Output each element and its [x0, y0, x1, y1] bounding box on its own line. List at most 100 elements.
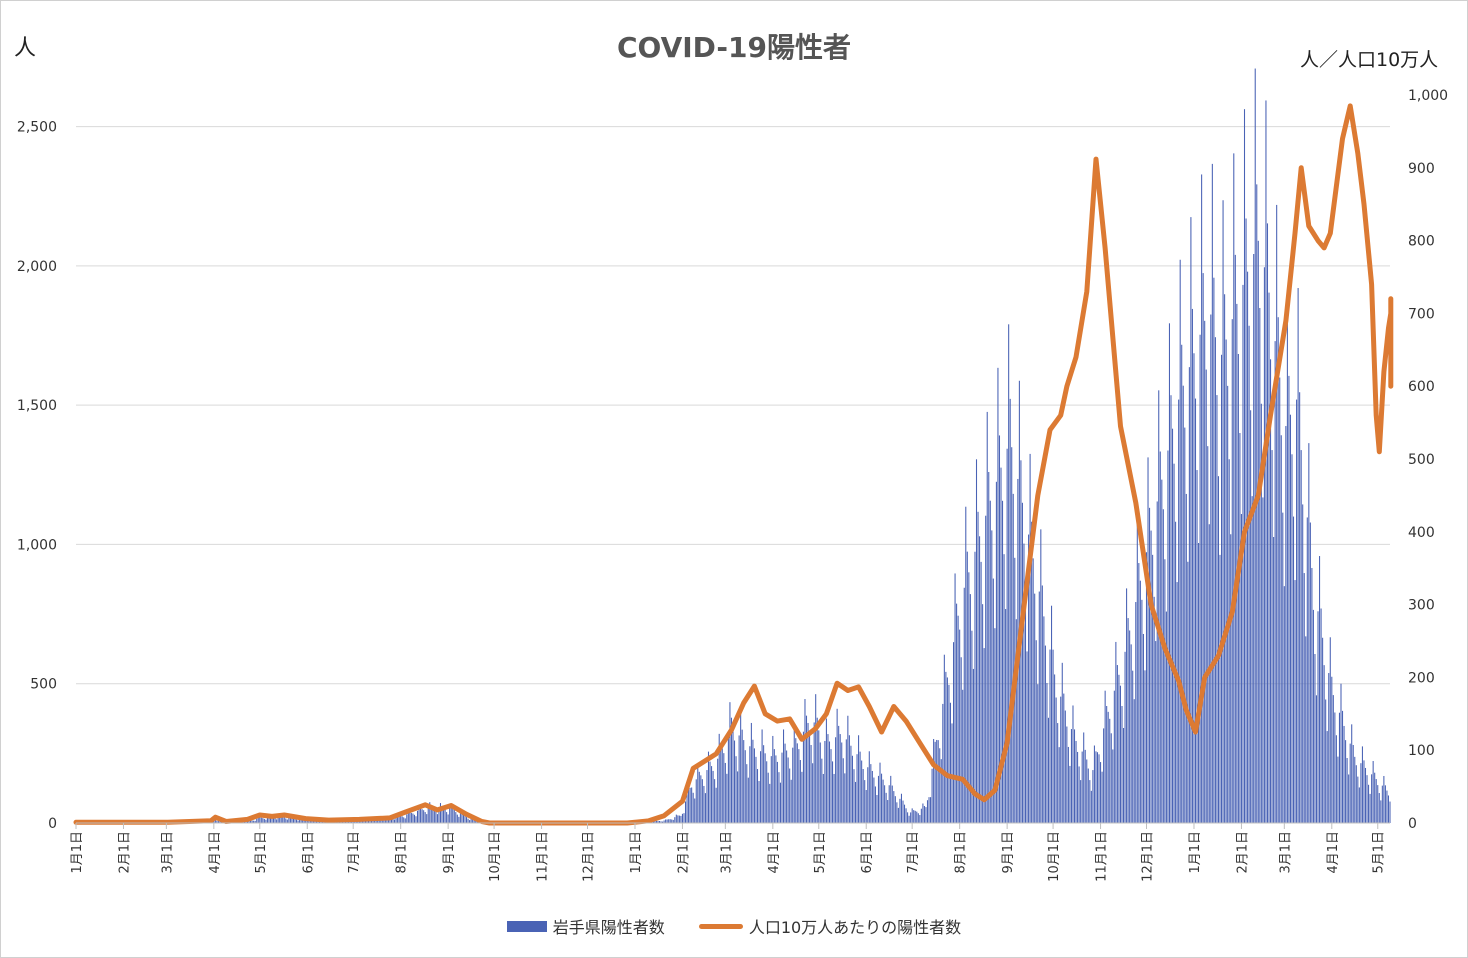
bar [251, 820, 253, 823]
bar [269, 816, 272, 823]
bar [380, 819, 382, 823]
legend-item-line: 人口10万人あたりの陽性者数 [698, 914, 961, 938]
bar [933, 738, 935, 823]
bar [1340, 683, 1342, 823]
bar [1028, 534, 1030, 823]
bar [730, 717, 732, 823]
bar [804, 699, 806, 823]
y-right-tick-label: 0 [1408, 816, 1417, 832]
bar [432, 807, 434, 823]
bar [969, 594, 971, 823]
bar [936, 739, 938, 823]
bar [660, 821, 662, 823]
bar [1188, 367, 1190, 823]
bar [714, 779, 716, 824]
bar [289, 815, 291, 823]
bar [398, 815, 400, 823]
x-tick-label: 1月1日 [70, 831, 85, 874]
bar [734, 740, 736, 823]
bar [384, 818, 386, 823]
bar [1322, 637, 1324, 823]
bar [916, 811, 918, 823]
bar [351, 821, 353, 823]
bar [1142, 633, 1144, 823]
bar [983, 648, 985, 823]
bar [305, 820, 307, 823]
bar [1077, 751, 1079, 823]
x-tick-label: 2月1日 [1235, 831, 1250, 874]
bar [1138, 563, 1140, 823]
bar [1323, 665, 1325, 823]
bar [956, 603, 958, 824]
bar [394, 819, 396, 823]
y-left-tick-label: 1,000 [17, 537, 57, 553]
bar [1358, 787, 1360, 823]
bar [253, 820, 255, 823]
x-tick-label: 2月1日 [117, 831, 132, 874]
axes [75, 822, 1390, 829]
bar [1173, 463, 1175, 823]
bar [1051, 605, 1053, 823]
bar [459, 813, 461, 823]
bar [1268, 292, 1270, 823]
bar [1297, 288, 1299, 823]
x-tick-label: 6月1日 [860, 831, 875, 874]
bar [1009, 398, 1011, 823]
bar [838, 725, 840, 823]
bar [1204, 320, 1206, 823]
bar [300, 817, 302, 823]
bar [835, 737, 837, 823]
bar [456, 814, 458, 823]
bar [692, 792, 694, 823]
bar [1260, 403, 1262, 823]
bar [1317, 611, 1319, 823]
bar [1306, 517, 1308, 823]
bar [1305, 636, 1307, 823]
bar [913, 810, 915, 823]
bar [1262, 497, 1264, 823]
bar [1319, 556, 1321, 823]
bar [959, 629, 961, 824]
bar [470, 818, 472, 823]
bar [1119, 685, 1121, 823]
bar [819, 742, 821, 823]
bar [1184, 427, 1186, 823]
bar [697, 763, 699, 823]
bar [786, 750, 788, 823]
bar [1101, 771, 1103, 823]
line-series [73, 103, 1394, 826]
bar [1383, 775, 1385, 823]
y-right-tick-label: 900 [1408, 161, 1435, 177]
bar [942, 703, 944, 823]
bar [250, 820, 252, 823]
x-tick-label: 10月1日 [1047, 831, 1062, 882]
bar [1193, 353, 1195, 823]
bar [1341, 710, 1344, 824]
bar [1067, 746, 1069, 823]
bar [865, 790, 867, 823]
bar [1093, 745, 1095, 823]
bar [372, 820, 374, 823]
bar [1164, 559, 1166, 823]
bar [917, 813, 919, 823]
bar [741, 729, 743, 823]
bar [1211, 163, 1213, 823]
bar [729, 702, 731, 823]
bar [1126, 588, 1128, 823]
bar [1219, 554, 1221, 824]
bar [853, 769, 855, 823]
bar [919, 815, 921, 823]
bar [1000, 467, 1002, 823]
bar [1005, 609, 1007, 823]
bar [361, 821, 363, 823]
bar [410, 812, 412, 823]
bar [769, 783, 771, 823]
bar [424, 812, 426, 823]
bar [1080, 780, 1082, 823]
bar [279, 814, 281, 823]
bar [1029, 453, 1031, 823]
bar [920, 808, 922, 823]
x-tick-label: 5月1日 [254, 831, 269, 874]
bar [1363, 760, 1365, 823]
bar [948, 684, 950, 824]
